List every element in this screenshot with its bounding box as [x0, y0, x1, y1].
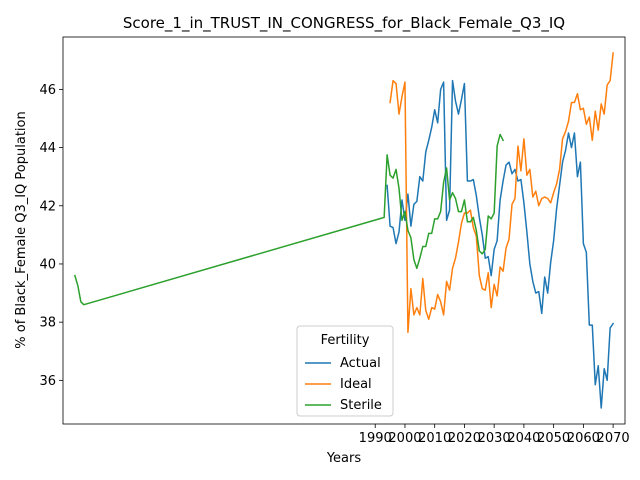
legend: Fertility Actual Ideal Sterile: [297, 326, 393, 416]
legend-label-sterile: Sterile: [340, 398, 382, 413]
chart-title: Score_1_in_TRUST_IN_CONGRESS_for_Black_F…: [123, 14, 565, 33]
x-tick-label: 2050: [537, 431, 570, 446]
x-tick-label: 2010: [418, 431, 451, 446]
x-tick-label: 2040: [507, 431, 540, 446]
y-tick-label: 40: [39, 257, 56, 272]
x-tick-label: 1990: [359, 431, 392, 446]
y-tick-label: 46: [39, 83, 56, 98]
x-tick-label: 2020: [448, 431, 481, 446]
y-tick-label: 38: [39, 316, 56, 331]
legend-label-actual: Actual: [340, 356, 381, 371]
legend-label-ideal: Ideal: [340, 377, 372, 392]
x-axis-label: Years: [326, 451, 362, 466]
x-tick-label: 2030: [478, 431, 511, 446]
x-tick-label: 2000: [388, 431, 421, 446]
y-axis-label: % of Black_Female Q3_IQ Population: [14, 111, 29, 348]
y-tick-label: 44: [39, 141, 56, 156]
y-tick-label: 42: [39, 199, 56, 214]
legend-title: Fertility: [321, 333, 370, 348]
x-tick-label: 2070: [597, 431, 630, 446]
x-tick-label: 2060: [567, 431, 600, 446]
y-tick-label: 36: [39, 374, 56, 389]
